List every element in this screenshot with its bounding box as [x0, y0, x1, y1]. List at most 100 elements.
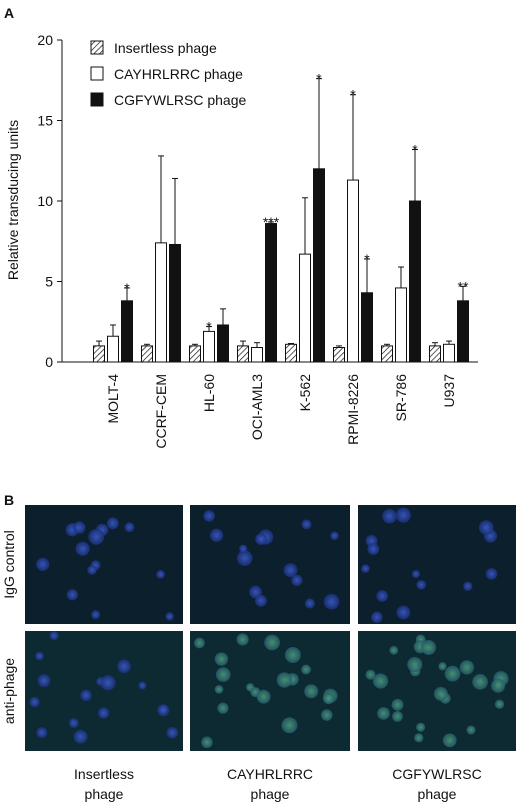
cell: [389, 645, 399, 655]
cell: [91, 610, 101, 620]
cell: [215, 667, 231, 682]
legend-swatch: [90, 66, 104, 81]
significance: **: [458, 278, 469, 294]
error-bar: [398, 266, 404, 288]
error-bar: [110, 324, 116, 337]
legend-label: CGFYWLRSC phage: [114, 92, 246, 108]
cell: [438, 662, 447, 671]
error-bar: [336, 345, 342, 348]
cell: [283, 563, 298, 578]
cell: [367, 543, 380, 555]
cell: [304, 684, 319, 699]
micrograph: [358, 505, 516, 624]
y-tick-label: 10: [37, 193, 53, 209]
bar: [141, 345, 153, 363]
cell: [281, 717, 298, 734]
error-bar: [288, 342, 294, 345]
cell: [239, 544, 248, 553]
bar: [189, 345, 201, 363]
cell: [66, 589, 79, 601]
cell: [391, 698, 404, 711]
cell: [138, 681, 147, 690]
cell: [421, 640, 437, 655]
bar: [107, 335, 119, 363]
bar: [395, 287, 407, 363]
cell: [214, 652, 229, 666]
bar: [443, 343, 455, 363]
cell: [407, 657, 423, 673]
cell: [254, 594, 267, 607]
cell: [442, 733, 457, 748]
y-axis-label: Relative transducing units: [5, 120, 21, 280]
error-bar: [316, 78, 322, 169]
cell: [236, 550, 253, 566]
bar: [251, 347, 263, 363]
cell: [264, 634, 280, 651]
bar: [93, 345, 105, 363]
cell: [36, 727, 48, 739]
error-bar: [302, 197, 308, 255]
cell: [157, 704, 170, 717]
micrograph: [190, 505, 350, 624]
bar: [347, 179, 359, 363]
bar: [169, 243, 181, 363]
significance: *: [364, 251, 370, 267]
cell: [382, 508, 397, 524]
cell: [217, 702, 229, 714]
row-label: IgG control: [1, 530, 17, 598]
x-tick-label: HL-60: [201, 374, 217, 412]
column-label: CAYHRLRRC phage: [226, 766, 314, 802]
cell: [87, 565, 97, 575]
x-tick-label: OCI-AML3: [249, 374, 265, 440]
error-bar: [192, 343, 198, 346]
error-bar: [240, 340, 246, 346]
bar: [457, 300, 469, 363]
cell: [301, 664, 311, 675]
cell: [276, 672, 292, 688]
x-tick-label: SR-786: [393, 374, 409, 422]
bar: [237, 345, 249, 363]
row-label: anti-phage: [1, 658, 17, 724]
bar: [409, 200, 421, 363]
bar: [217, 324, 229, 363]
significance: *: [412, 141, 418, 157]
cell: [97, 707, 110, 719]
cell: [330, 531, 339, 540]
error-bar: [364, 258, 370, 293]
legend-swatch: [90, 92, 104, 107]
cell: [395, 507, 411, 523]
bar: [333, 347, 345, 363]
cell: [485, 568, 498, 580]
significance: *: [316, 71, 322, 87]
cell: [466, 725, 476, 735]
cell: [124, 522, 135, 533]
error-bar: [144, 343, 150, 346]
cell: [365, 669, 376, 680]
bar: [381, 345, 393, 363]
legend-label: Insertless phage: [114, 40, 217, 56]
error-bar: [220, 308, 226, 325]
panel-label: A: [4, 5, 14, 21]
cell: [320, 709, 333, 721]
error-bar: [446, 340, 452, 345]
cell: [156, 570, 165, 579]
error-bar: [412, 148, 418, 201]
cell: [117, 659, 131, 674]
bar: [299, 253, 311, 363]
column-label: Insertless phage: [74, 766, 134, 802]
cell: [304, 598, 316, 609]
error-bar: [96, 340, 102, 346]
y-tick-label: 0: [45, 354, 53, 370]
cell: [372, 673, 389, 689]
legend-label: CAYHRLRRC phage: [114, 66, 243, 82]
cell: [411, 569, 421, 579]
cell: [106, 517, 119, 530]
cell: [256, 689, 271, 704]
bar: [155, 242, 167, 363]
cell: [36, 557, 50, 571]
cell: [494, 699, 505, 709]
cell: [88, 528, 105, 545]
cell: [478, 520, 494, 535]
cell: [377, 707, 390, 720]
